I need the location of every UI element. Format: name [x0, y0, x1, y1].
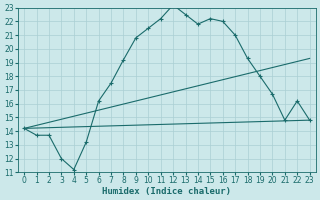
X-axis label: Humidex (Indice chaleur): Humidex (Indice chaleur) [102, 187, 231, 196]
